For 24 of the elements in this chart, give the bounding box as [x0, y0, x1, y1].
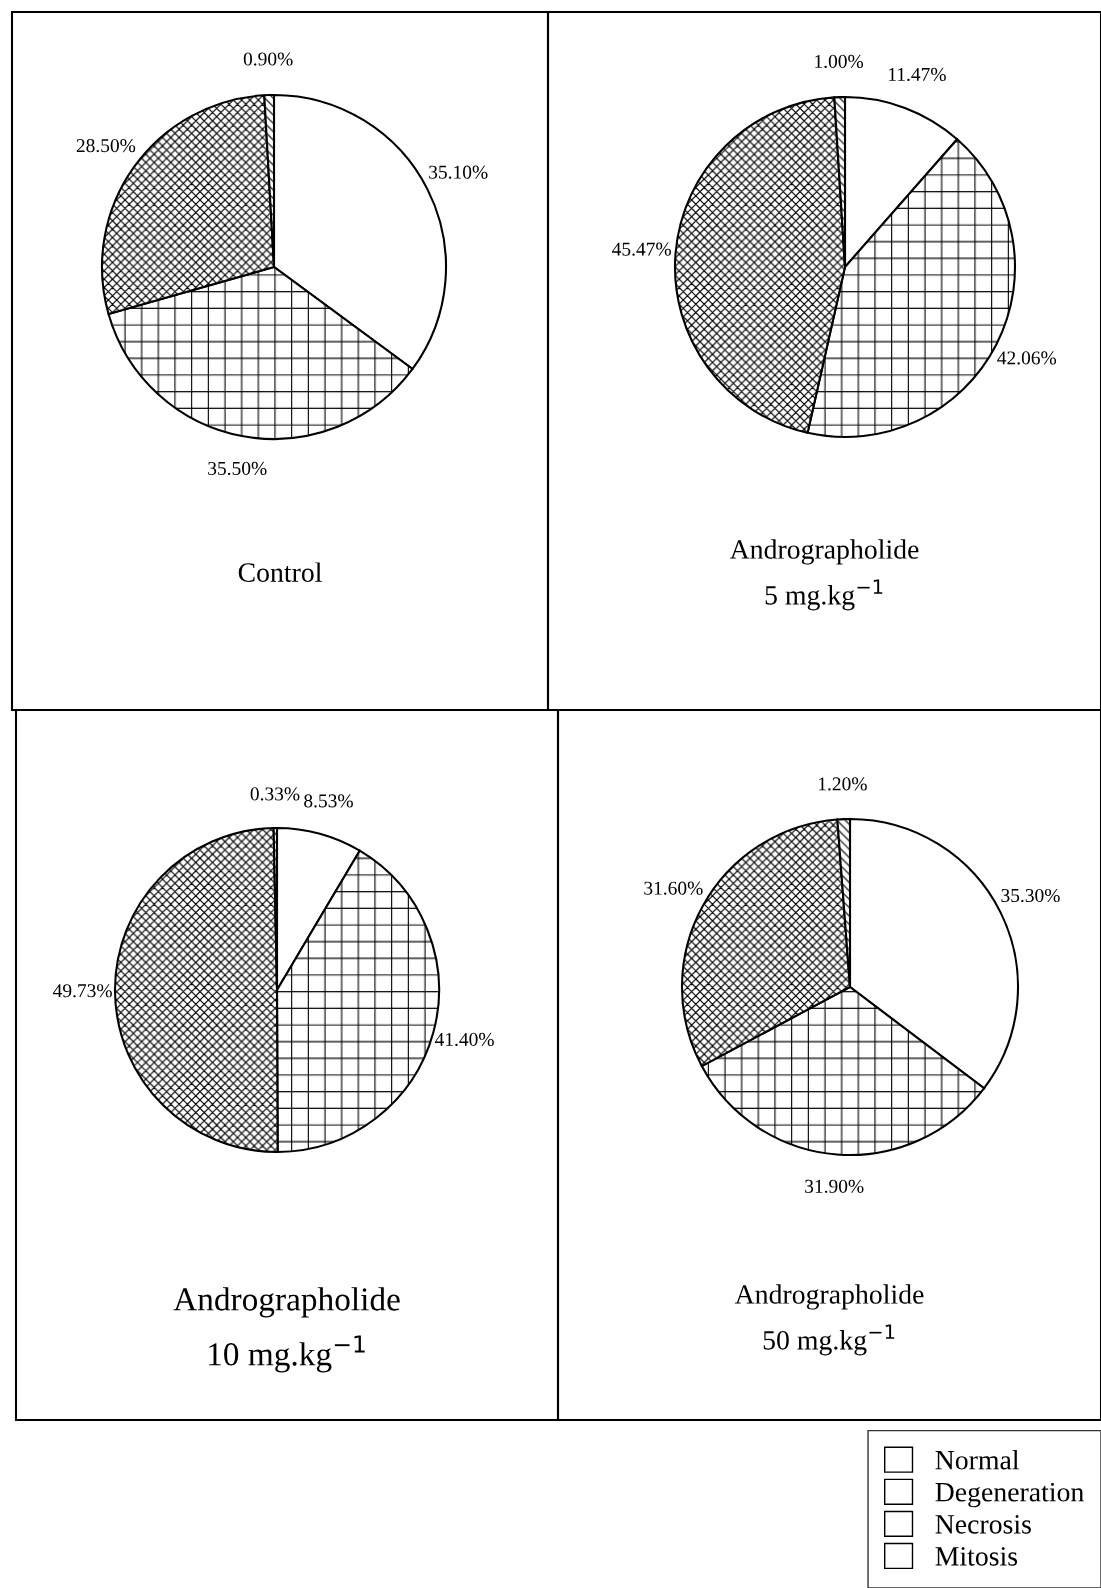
legend-label: Necrosis: [935, 1515, 1031, 1534]
legend-label: Degeneration: [935, 1482, 1084, 1508]
data-label: 35.50%: [208, 461, 267, 476]
data-label: 28.50%: [76, 139, 136, 153]
data-label: 49.73%: [53, 984, 112, 998]
data-label: 35.10%: [429, 165, 488, 179]
data-label: 45.47%: [612, 242, 671, 256]
text: Control: [238, 562, 322, 582]
legend-label: Mitosis: [935, 1547, 1018, 1566]
data-label: 1.20%: [819, 777, 867, 791]
text: Andrographolide 5 mg.kg$^{−1}$: [729, 539, 919, 611]
data-label: 0.33%: [250, 787, 300, 801]
data-label: 0.90%: [243, 52, 293, 66]
data-label: 31.90%: [805, 1179, 864, 1193]
data-label: 35.30%: [1001, 888, 1060, 903]
data-label: 8.53%: [304, 794, 353, 808]
data-label: 42.06%: [997, 351, 1057, 365]
data-label: 31.60%: [644, 881, 703, 895]
data-label: 41.40%: [434, 1032, 494, 1047]
text: Andrographolide 50 mg.kg$^{−1}$: [734, 1284, 924, 1356]
data-label: 1.00%: [815, 54, 864, 69]
data-label: 11.47%: [889, 67, 946, 82]
legend-label: Normal: [935, 1449, 1020, 1470]
text: Andrographolide 10 mg.kg$^{−1}$: [173, 1287, 400, 1373]
